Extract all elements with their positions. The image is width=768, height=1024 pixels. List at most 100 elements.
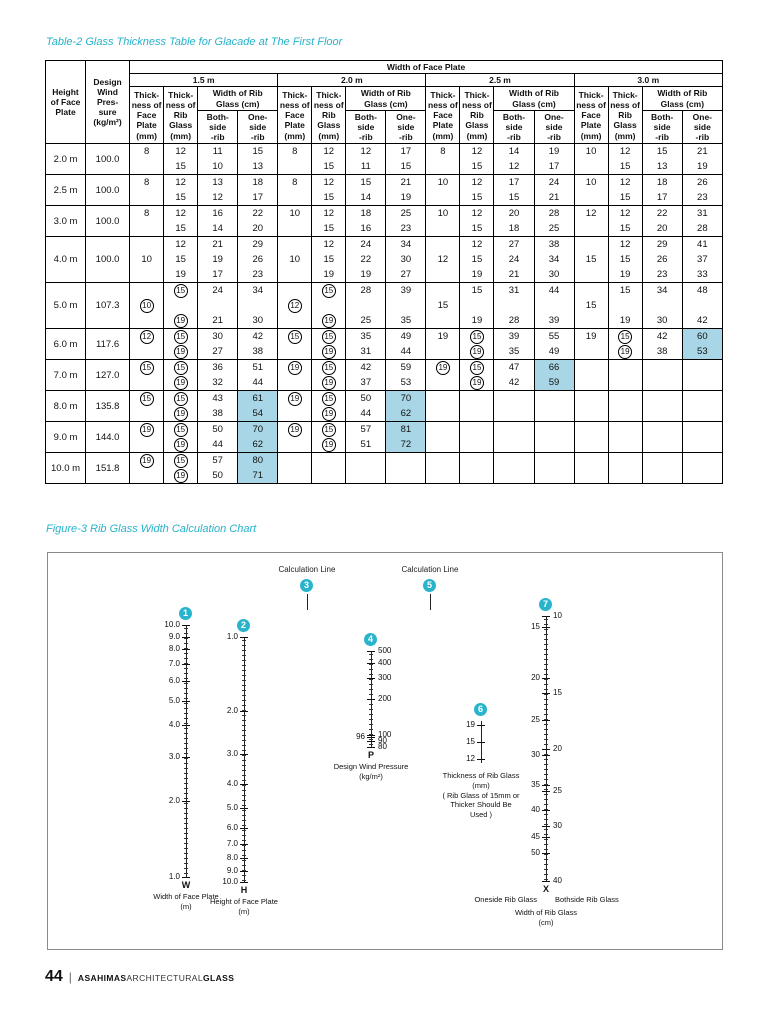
table-cell [277, 236, 313, 253]
minor-tick [184, 693, 188, 694]
table-cell: 15 [129, 390, 165, 407]
minor-tick [369, 669, 373, 670]
table-row: 10 12 15 15 [46, 298, 724, 314]
table-cell: 15 [607, 190, 643, 206]
table-cell: 8 [425, 143, 461, 160]
table-cell: 19 [163, 375, 199, 391]
table-cell [277, 437, 313, 453]
tick-label: 19 [466, 720, 475, 730]
table-cell: 22 [641, 205, 683, 222]
table-cell: 26 [641, 252, 683, 268]
table-cell: 12 [607, 143, 643, 160]
circled-number: 15 [173, 283, 188, 298]
minor-tick [544, 764, 548, 765]
table-cell [277, 406, 313, 422]
table-cell: 26 [237, 252, 279, 268]
table-row: 15 14 20 15 16 23 15 18 25 15 20 28 [46, 221, 724, 237]
minor-tick [184, 868, 188, 869]
minor-tick [544, 649, 548, 650]
minor-tick [544, 749, 548, 750]
table-cell: 15 [607, 328, 643, 345]
table-cell: 15 [237, 143, 279, 160]
circled-number: 15 [173, 453, 188, 468]
minor-tick [369, 729, 373, 730]
table-row: 8.0 m 135.8 15 15 43 61 19 15 50 70 [44, 390, 724, 422]
circled-number: 19 [173, 344, 188, 359]
major-tick [477, 758, 485, 760]
table-cell [573, 344, 609, 360]
table-cell [493, 452, 535, 469]
table-cell: 19 [197, 252, 239, 268]
table-cell [681, 437, 724, 453]
table-cell [573, 159, 609, 175]
table-cell: 12 [459, 205, 495, 222]
table-cell [425, 406, 461, 422]
minor-tick [544, 684, 548, 685]
table-cell: 12 [163, 143, 199, 160]
table-cell [573, 406, 609, 422]
minor-tick [242, 715, 246, 716]
table-row: 7.0 m 127.0 15 15 36 51 19 15 42 59 19 15 47 66 [44, 359, 724, 391]
table-cell [425, 267, 461, 283]
minor-tick [184, 648, 188, 649]
table-cell [129, 468, 165, 484]
circled-number: 19 [321, 344, 336, 359]
table-cell: 15 [163, 421, 199, 438]
page-number: 44 [45, 968, 63, 985]
tick-label: 25 [553, 786, 562, 796]
table-cell: 37 [681, 252, 724, 268]
table-cell: 55 [533, 328, 575, 345]
tick-label: 30 [531, 750, 540, 760]
tick-label: 8.0 [226, 853, 238, 863]
major-tick [182, 625, 190, 626]
minor-tick [184, 863, 188, 864]
tick-label: 15 [531, 622, 540, 632]
minor-tick [242, 790, 246, 791]
minor-tick [184, 838, 188, 839]
circled-number: 19 [469, 344, 484, 359]
major-tick [542, 755, 550, 757]
table-header-cell: One- side -rib [385, 109, 427, 145]
table-header-cell: Both- side -rib [345, 109, 387, 145]
table-cell: 19 [459, 344, 495, 360]
tick-label: 20 [531, 672, 540, 682]
minor-tick [184, 768, 188, 769]
tick-label: 50 [531, 847, 540, 857]
table-head: Height of Face Plate Design Wind Pres- su… [44, 59, 724, 145]
major-tick [542, 837, 550, 839]
circled-number: 19 [173, 406, 188, 421]
table-cell: 12 [493, 159, 535, 175]
major-tick [542, 810, 550, 812]
table-cell: 15 [163, 359, 199, 376]
major-tick [542, 852, 550, 854]
table-cell: 31 [681, 205, 724, 222]
cell-height: 5.0 m [44, 282, 87, 329]
major-tick [240, 753, 248, 755]
table-cell [129, 236, 165, 253]
table-cell: 49 [533, 344, 575, 360]
table-cell: 80 [237, 452, 279, 469]
minor-tick [544, 829, 548, 830]
minor-tick [242, 665, 246, 666]
major-tick [542, 627, 550, 629]
cell-pressure: 100.0 [85, 143, 131, 175]
minor-tick [544, 794, 548, 795]
circled-number: 19 [321, 313, 336, 328]
table-cell: 42 [345, 359, 387, 376]
minor-tick [544, 834, 548, 835]
minor-tick [184, 738, 188, 739]
circled-number: 19 [287, 360, 302, 375]
tick-label: 2.0 [226, 705, 238, 715]
minor-tick [242, 760, 246, 761]
minor-tick [242, 705, 246, 706]
brand-logo: ASAHIMASARCHITECTURALGLASS [78, 973, 234, 983]
table-cell: 44 [197, 437, 239, 453]
table-cell: 12 [459, 174, 495, 191]
table-cell: 81 [385, 421, 427, 438]
table-cell: 44 [385, 344, 427, 360]
table-cell: 12 [459, 143, 495, 160]
table-cell: 8 [129, 143, 165, 160]
rib-glass-width-chart: Calculation Line 3 Calculation Line 5 1 10.0 9… [47, 552, 723, 950]
table-cell [425, 313, 461, 329]
